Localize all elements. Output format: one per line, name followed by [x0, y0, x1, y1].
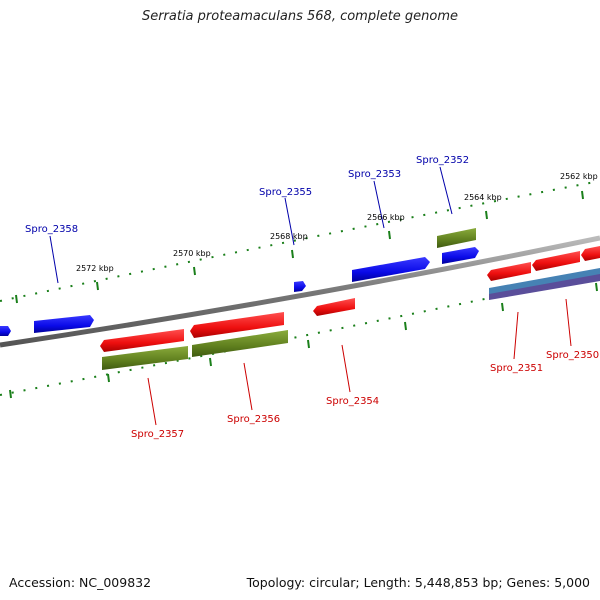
gene-spro-2358 [34, 315, 94, 333]
gene-reverse-right-edge [581, 246, 600, 261]
scale-major-tick [291, 249, 294, 259]
scale-major-tick [193, 266, 196, 276]
kbp-label: 2568 kbp [270, 232, 308, 241]
leader-spro-2354 [341, 344, 351, 393]
gene-spro-2357 [100, 329, 184, 352]
scale-major-tick [307, 339, 310, 349]
kbp-label: 2572 kbp [76, 264, 114, 273]
gene-spro-2353 [352, 257, 430, 282]
gene-label-reverse[interactable]: Spro_2351 [490, 363, 543, 374]
genome-backbone [0, 235, 600, 348]
rna-gene-upper [437, 228, 476, 248]
gene-spro-2351 [487, 262, 531, 281]
gene-forward-left-edge [0, 326, 11, 336]
scale-major-tick [501, 302, 504, 312]
leader-spro-2351 [513, 311, 519, 360]
gene-spro-2350 [532, 251, 580, 271]
scale-major-tick [388, 230, 391, 240]
lower-scale-dots [0, 274, 600, 396]
kbp-label: 2564 kbp [464, 193, 502, 202]
track-purple-bar [489, 274, 600, 300]
scale-major-tick [209, 357, 212, 367]
scale-major-tick [595, 282, 598, 292]
gene-label-forward[interactable]: Spro_2352 [416, 155, 469, 166]
scale-major-tick [9, 389, 12, 399]
gene-label-forward[interactable]: Spro_2358 [25, 224, 78, 235]
rna-gene-spro-2356 [192, 330, 288, 357]
gene-spro-2354 [313, 298, 355, 316]
genome-summary-text: Topology: circular; Length: 5,448,853 bp… [246, 575, 590, 590]
major-ticks [9, 190, 598, 399]
kbp-label: 2570 kbp [173, 249, 211, 258]
scale-major-tick [15, 294, 18, 304]
gene-spro-2356 [190, 312, 284, 338]
rna-gene-spro-2357 [102, 346, 188, 370]
kbp-label: 2566 kbp [367, 213, 405, 222]
gene-label-forward[interactable]: Spro_2355 [259, 187, 312, 198]
leader-spro-2352 [439, 166, 453, 215]
scale-major-tick [404, 321, 407, 331]
leader-spro-2350 [565, 298, 572, 347]
gene-label-reverse[interactable]: Spro_2356 [227, 414, 280, 425]
leader-spro-2358 [49, 235, 59, 284]
upper-scale-dots [0, 180, 600, 302]
gene-label-reverse[interactable]: Spro_2350 [546, 350, 599, 361]
map-title: Serratia proteamaculans 568, complete ge… [141, 9, 459, 24]
leader-spro-2356 [243, 362, 253, 411]
gene-label-reverse[interactable]: Spro_2357 [131, 429, 184, 440]
scale-major-tick [96, 281, 99, 291]
gene-label-reverse[interactable]: Spro_2354 [326, 396, 379, 407]
accession-text: Accession: NC_009832 [9, 575, 152, 590]
gene-spro-2352 [442, 247, 479, 264]
scale-major-tick [581, 190, 584, 200]
gene-label-forward[interactable]: Spro_2353 [348, 169, 401, 180]
leader-spro-2355 [284, 197, 295, 246]
leader-spro-2353 [373, 180, 385, 229]
scale-major-tick [107, 373, 110, 383]
leader-spro-2357 [147, 377, 157, 426]
scale-major-tick [485, 210, 488, 220]
gene-spro-2355 [294, 281, 306, 292]
kbp-label: 2562 kbp [560, 172, 598, 181]
